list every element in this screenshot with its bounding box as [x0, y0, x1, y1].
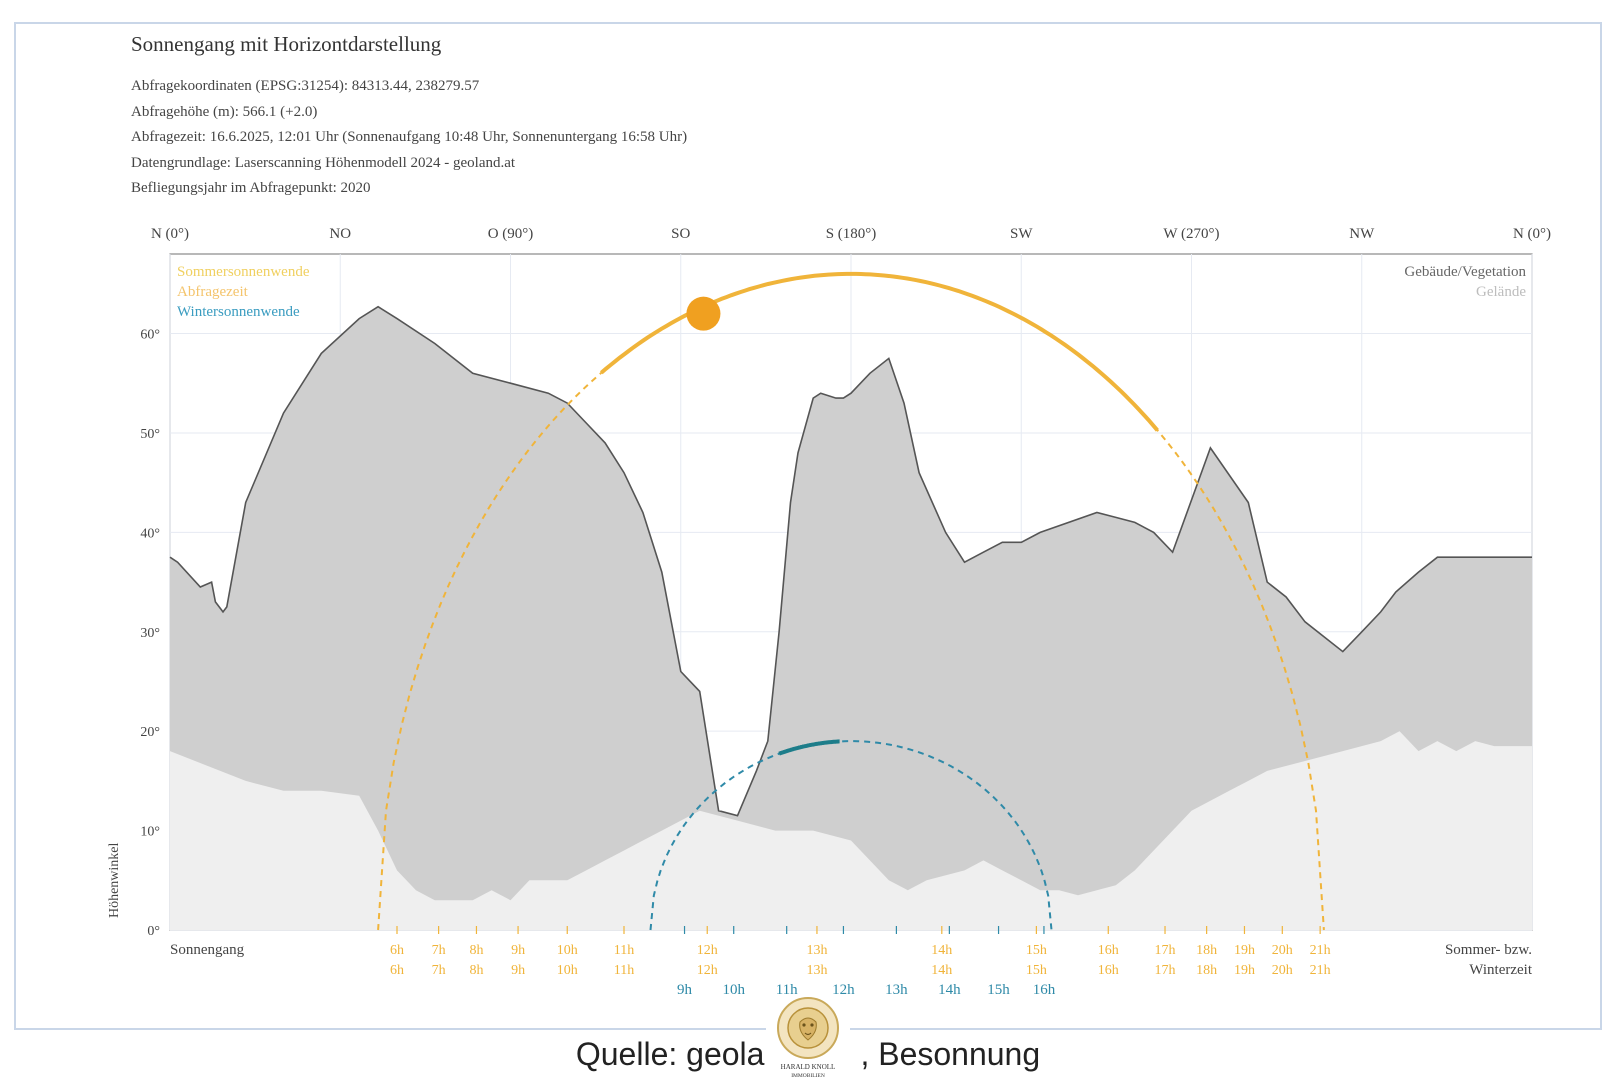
- summer-hour-label: 18h: [1196, 943, 1217, 958]
- summer-hour-label: 10h: [557, 943, 578, 958]
- winter-hour-label: 13h: [885, 982, 908, 998]
- summer-hour-label: 11h: [614, 943, 634, 958]
- query-info: Abfragekoordinaten (EPSG:31254): 84313.4…: [131, 74, 687, 202]
- winter-hour-label: 16h: [1033, 982, 1056, 998]
- y-tick-label: 60°: [140, 328, 160, 343]
- summer-hour-label-alt: 12h: [697, 963, 718, 978]
- summer-hour-label: 21h: [1310, 943, 1331, 958]
- summer-hour-label-alt: 19h: [1234, 963, 1255, 978]
- summer-hour-label: 6h: [390, 943, 404, 958]
- summer-hour-label-alt: 21h: [1310, 963, 1331, 978]
- summer-hour-label: 8h: [469, 943, 483, 958]
- winter-hour-label: 10h: [722, 982, 745, 998]
- summer-hour-label: 20h: [1272, 943, 1293, 958]
- y-tick-label: 20°: [140, 725, 160, 740]
- y-tick-label: 0°: [147, 924, 160, 939]
- summer-hour-label-alt: 11h: [614, 963, 634, 978]
- winter-path-visible: [778, 739, 840, 756]
- logo-text-2: IMMOBILIEN: [791, 1073, 825, 1079]
- top-axis-label: NW: [1349, 226, 1375, 242]
- summer-hour-label-alt: 15h: [1026, 963, 1047, 978]
- y-tick-label: 30°: [140, 626, 160, 641]
- y-tick-label: 50°: [140, 427, 160, 442]
- top-axis-label: SO: [671, 226, 690, 242]
- info-time: Abfragezeit: 16.6.2025, 12:01 Uhr (Sonne…: [131, 129, 688, 145]
- winter-hour-label: 15h: [987, 982, 1010, 998]
- top-axis-label: NO: [329, 226, 351, 242]
- summer-hour-label-alt: 13h: [806, 963, 827, 978]
- query-sun-marker: [686, 296, 721, 331]
- info-height: Abfragehöhe (m): 566.1 (+2.0): [131, 103, 318, 120]
- logo-text-1: HARALD KNOLL: [781, 1063, 836, 1071]
- series-terrain-area: [170, 731, 1532, 930]
- summer-hour-label: 16h: [1098, 943, 1119, 958]
- summer-hour-label: 9h: [511, 943, 525, 958]
- summer-hour-label-alt: 8h: [469, 963, 483, 978]
- summer-hour-label-alt: 18h: [1196, 963, 1217, 978]
- summer-hour-label-alt: 7h: [432, 963, 446, 978]
- y-tick-label: 40°: [140, 526, 160, 541]
- summer-hour-label-alt: 17h: [1155, 963, 1176, 978]
- legend-left-item: Abfragezeit: [177, 284, 249, 300]
- legend-right-item: Gebäude/Vegetation: [1404, 264, 1526, 280]
- summer-hour-label: 14h: [931, 943, 952, 958]
- y-tick-label: 10°: [140, 825, 160, 840]
- top-axis-label: O (90°): [488, 226, 534, 242]
- top-axis-label: SW: [1010, 226, 1033, 242]
- winter-hour-label: 14h: [938, 982, 961, 998]
- top-axis-label: S (180°): [826, 226, 877, 242]
- caption-left: Quelle: geola: [575, 1036, 765, 1072]
- company-logo: HARALD KNOLL IMMOBILIEN: [766, 994, 850, 1080]
- summer-hour-label-alt: 20h: [1272, 963, 1293, 978]
- x-axis-title: Sonnengang: [170, 942, 245, 958]
- summer-hour-label-alt: 16h: [1098, 963, 1119, 978]
- summer-hour-label-alt: 10h: [557, 963, 578, 978]
- summer-hour-label: 17h: [1155, 943, 1176, 958]
- top-axis-label: W (270°): [1163, 226, 1219, 242]
- legend-left-item: Wintersonnenwende: [177, 304, 300, 320]
- summer-hour-label: 19h: [1234, 943, 1255, 958]
- caption-right: , Besonnung: [860, 1036, 1041, 1072]
- time-mode-label-2: Winterzeit: [1469, 962, 1533, 978]
- winter-hour-label: 9h: [677, 982, 693, 998]
- summer-hour-label: 13h: [806, 943, 827, 958]
- summer-hour-label-alt: 6h: [390, 963, 404, 978]
- series-buildings-area: [170, 306, 1532, 930]
- source-caption: Quelle: geola , Besonnung: [0, 1036, 1616, 1073]
- lion-logo-icon: HARALD KNOLL IMMOBILIEN: [777, 997, 839, 1079]
- time-mode-label-1: Sommer- bzw.: [1445, 942, 1532, 958]
- legend-left-item: Sommersonnenwende: [177, 264, 310, 280]
- info-data-source: Datengrundlage: Laserscanning Höhenmodel…: [131, 154, 516, 171]
- chart-title: Sonnengang mit Horizontdarstellung: [131, 32, 442, 56]
- summer-hour-label: 12h: [697, 943, 718, 958]
- summer-hour-label-alt: 14h: [931, 963, 952, 978]
- summer-hour-label-alt: 9h: [511, 963, 525, 978]
- legend-right-item: Gelände: [1476, 284, 1526, 300]
- series-buildings-outline: [169, 305, 1532, 817]
- y-axis-title: Höhenwinkel: [107, 842, 122, 918]
- summer-hour-label: 7h: [432, 943, 446, 958]
- info-flight-year: Befliegungsjahr im Abfragepunkt: 2020: [131, 180, 371, 196]
- top-axis-label: N (0°): [1513, 226, 1551, 242]
- summer-hour-label: 15h: [1026, 943, 1047, 958]
- top-axis-label: N (0°): [151, 226, 189, 242]
- info-coordinates: Abfragekoordinaten (EPSG:31254): 84313.4…: [131, 78, 480, 94]
